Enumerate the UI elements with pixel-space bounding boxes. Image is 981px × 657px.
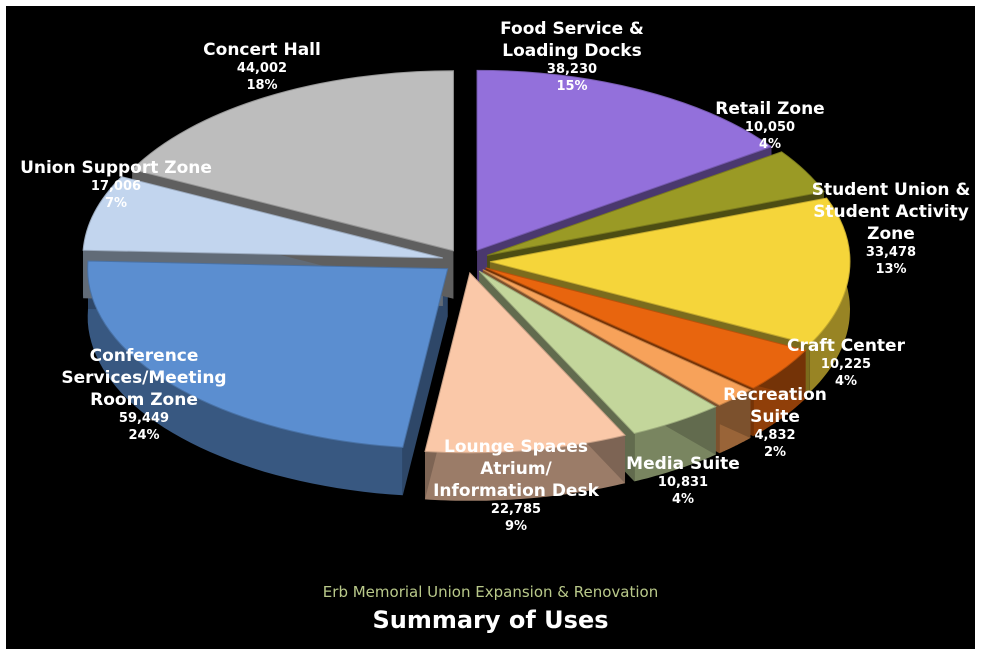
slice-label-retail-zone: Retail Zone [715,99,825,119]
label-retail-zone: Retail Zone 10,050 4% [715,98,824,154]
slice-label-lounge-spaces: Lounge Spaces Atrium/ Information Desk [433,437,599,502]
label-recreation-suite: Recreation Suite 4,832 2% [715,384,835,462]
label-concert-hall: Concert Hall 44,002 18% [203,39,321,95]
slice-value-union-support: 17,006 [90,179,142,195]
label-media-suite: Media Suite 10,831 4% [626,453,740,509]
chart-subtitle: Erb Memorial Union Expansion & Renovatio… [322,583,659,601]
slice-label-conference-services: Conference Services/Meeting Room Zone [61,346,227,411]
slice-percent-student-union: 13% [875,262,907,278]
pie-slice-conference-services-meeting-room-zone [87,260,449,448]
slice-value-food-service: 38,230 [546,62,598,78]
pie-slice-recreation-suite [482,269,752,406]
slice-value-conference-services: 59,449 [118,411,170,427]
slice-percent-recreation-suite: 2% [763,445,787,461]
label-food-service: Food Service & Loading Docks 38,230 15% [477,18,667,96]
slice-percent-retail-zone: 4% [758,136,782,152]
pie-slice-union-support-zone [82,176,443,259]
pie-slice-lounge-spaces-atrium-information-desk [424,271,626,454]
slice-label-union-support: Union Support Zone [20,158,212,178]
slice-value-concert-hall: 44,002 [236,61,288,77]
slice-percent-concert-hall: 18% [246,77,278,93]
label-lounge-spaces: Lounge Spaces Atrium/ Information Desk 2… [426,436,606,536]
slice-value-media-suite: 10,831 [657,475,709,491]
slice-label-media-suite: Media Suite [626,454,740,474]
slice-label-food-service: Food Service & Loading Docks [500,19,644,62]
slice-percent-union-support: 7% [104,195,128,211]
slice-value-lounge-spaces: 22,785 [490,502,542,518]
pie-slice-craft-center [485,267,807,389]
slice-value-student-union: 33,478 [865,245,917,261]
pie-chart [82,69,851,501]
slice-label-recreation-suite: Recreation Suite [723,385,827,428]
label-student-union: Student Union & Student Activity Zone 33… [806,179,975,279]
pie-slice-media-suite [478,270,717,434]
slice-percent-craft-center: 4% [834,373,858,389]
label-conference-services: Conference Services/Meeting Room Zone 59… [54,345,234,445]
slice-rim-lounge-spaces-atrium-information-desk [425,435,625,501]
slice-percent-lounge-spaces: 9% [504,519,528,535]
slice-percent-conference-services: 24% [128,428,160,444]
slice-wall-conference-services-meeting-room-zone-0 [402,268,448,496]
chart-title: Summary of Uses [372,606,609,634]
slice-value-retail-zone: 10,050 [744,120,796,136]
slice-value-recreation-suite: 4,832 [754,428,796,444]
slice-percent-food-service: 15% [556,79,588,95]
pie-slice-retail-zone [487,151,825,256]
pie-slice-concert-hall [131,70,454,252]
pie-slice-student-union-student-activity-zone [489,197,851,345]
slice-label-concert-hall: Concert Hall [203,40,321,60]
slice-label-student-union: Student Union & Student Activity Zone [811,180,971,245]
slice-rim-conference-services-meeting-room-zone [87,261,403,496]
label-craft-center: Craft Center 10,225 4% [787,335,905,391]
slice-value-craft-center: 10,225 [820,357,872,373]
slice-label-craft-center: Craft Center [787,336,905,356]
label-union-support: Union Support Zone 17,006 7% [20,157,212,213]
pie-slice-food-service-loading-docks [476,69,773,252]
chart-frame: Food Service & Loading Docks 38,230 15% … [6,6,975,649]
slice-percent-media-suite: 4% [671,491,695,507]
